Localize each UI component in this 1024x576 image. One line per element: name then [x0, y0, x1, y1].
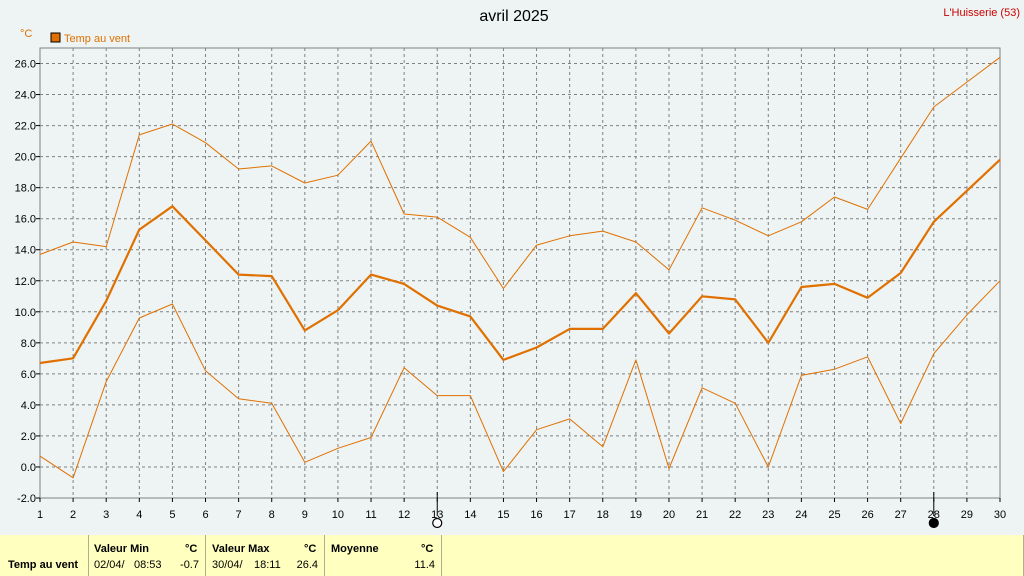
mean-unit: °C	[421, 543, 434, 555]
x-tick-label: 21	[696, 509, 708, 521]
x-tick-label: 3	[103, 509, 109, 521]
chart-title: avril 2025	[479, 8, 548, 25]
y-tick-label: 4.0	[21, 400, 36, 412]
x-tick-label: 5	[169, 509, 175, 521]
series-lines	[39, 56, 1001, 479]
mean-header: Moyenne	[331, 543, 379, 555]
y-tick-label: 22.0	[15, 121, 36, 133]
x-tick-label: 7	[236, 509, 242, 521]
statistics-table: Temp au vent Valeur Min °C 02/04/ 08:53 …	[0, 535, 1024, 576]
y-tick-label: 16.0	[15, 214, 36, 226]
plot-area	[39, 47, 1001, 499]
stats-label-cell: Temp au vent	[0, 535, 89, 576]
grid-lines	[40, 48, 1000, 498]
max-header: Valeur Max	[212, 543, 270, 555]
series-line-mean	[39, 158, 1001, 365]
x-tick-label: 10	[332, 509, 344, 521]
x-tick-label: 26	[861, 509, 873, 521]
new-moon-icon	[928, 517, 939, 529]
min-date: 02/04/	[94, 559, 125, 571]
x-tick-label: 23	[762, 509, 774, 521]
min-header: Valeur Min	[94, 543, 150, 555]
x-tick-label: 1	[37, 509, 43, 521]
x-tick-label: 25	[828, 509, 840, 521]
mean-value: 11.4	[414, 559, 435, 571]
x-tick-label: 2	[70, 509, 76, 521]
stats-row-label: Temp au vent	[8, 559, 79, 571]
y-tick-label: 14.0	[15, 245, 36, 257]
legend-label: Temp au vent	[64, 33, 130, 45]
legend-swatch	[50, 32, 61, 43]
station-name: L'Huisserie (53)	[943, 7, 1020, 19]
x-tick-label: 9	[302, 509, 308, 521]
x-tick-label: 19	[630, 509, 642, 521]
y-tick-label: 20.0	[15, 152, 36, 164]
y-tick-label: 2.0	[21, 431, 36, 443]
x-tick-label: 20	[663, 509, 675, 521]
x-tick-label: 12	[398, 509, 410, 521]
x-tick-label: 22	[729, 509, 741, 521]
x-axis-ticks: 1 2 3 4 5 6 7 8 9 10 11 12 13 14 15 16 17 18 19 20 21 22 23 24 2…	[37, 498, 1006, 521]
max-date: 30/04/	[212, 559, 243, 571]
x-tick-label: 8	[269, 509, 275, 521]
y-axis-ticks: -2.0 0.0 2.0 4.0 6.0 8.0 10.0 12.0 14.0 16.0 18.0 2…	[15, 59, 40, 505]
x-tick-label: 27	[895, 509, 907, 521]
x-tick-label: 30	[994, 509, 1006, 521]
y-tick-label: 0.0	[21, 462, 36, 474]
y-tick-label: -2.0	[17, 493, 36, 505]
stats-mean-cell: Moyenne °C 11.4	[325, 535, 442, 576]
temperature-chart: avril 2025 L'Huisserie (53) °C Temp au v…	[15, 7, 1020, 529]
y-tick-label: 8.0	[21, 338, 36, 350]
y-tick-label: 12.0	[15, 276, 36, 288]
x-tick-label: 4	[136, 509, 142, 521]
y-tick-label: 10.0	[15, 307, 36, 319]
max-value: 26.4	[296, 559, 318, 571]
stats-min-cell: Valeur Min °C 02/04/ 08:53 -0.7	[89, 535, 206, 576]
y-tick-label: 6.0	[21, 369, 36, 381]
y-tick-label: 26.0	[15, 59, 36, 71]
max-unit: °C	[304, 543, 317, 555]
full-moon-icon	[432, 517, 443, 529]
x-tick-label: 14	[464, 509, 476, 521]
max-time: 18:11	[254, 559, 281, 571]
x-tick-label: 16	[530, 509, 542, 521]
min-value: -0.7	[180, 559, 199, 571]
x-tick-label: 24	[795, 509, 807, 521]
y-unit-label: °C	[20, 28, 32, 40]
x-tick-label: 17	[564, 509, 576, 521]
series-line-max	[39, 56, 1001, 289]
series-line-min	[39, 280, 1001, 479]
min-time: 08:53	[134, 559, 162, 571]
stats-max-cell: Valeur Max °C 30/04/ 18:11 26.4	[206, 535, 325, 576]
y-tick-label: 24.0	[15, 90, 36, 102]
x-tick-label: 29	[961, 509, 973, 521]
moon-phase-markers	[432, 492, 939, 529]
x-tick-label: 15	[497, 509, 509, 521]
x-tick-label: 11	[365, 509, 376, 521]
x-tick-label: 6	[202, 509, 208, 521]
x-tick-label: 18	[597, 509, 609, 521]
min-unit: °C	[185, 543, 198, 555]
y-tick-label: 18.0	[15, 183, 36, 195]
